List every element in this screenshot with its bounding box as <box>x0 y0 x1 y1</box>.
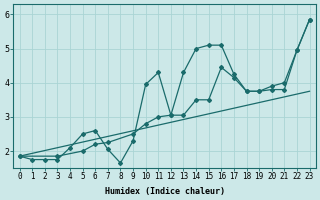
X-axis label: Humidex (Indice chaleur): Humidex (Indice chaleur) <box>105 187 225 196</box>
